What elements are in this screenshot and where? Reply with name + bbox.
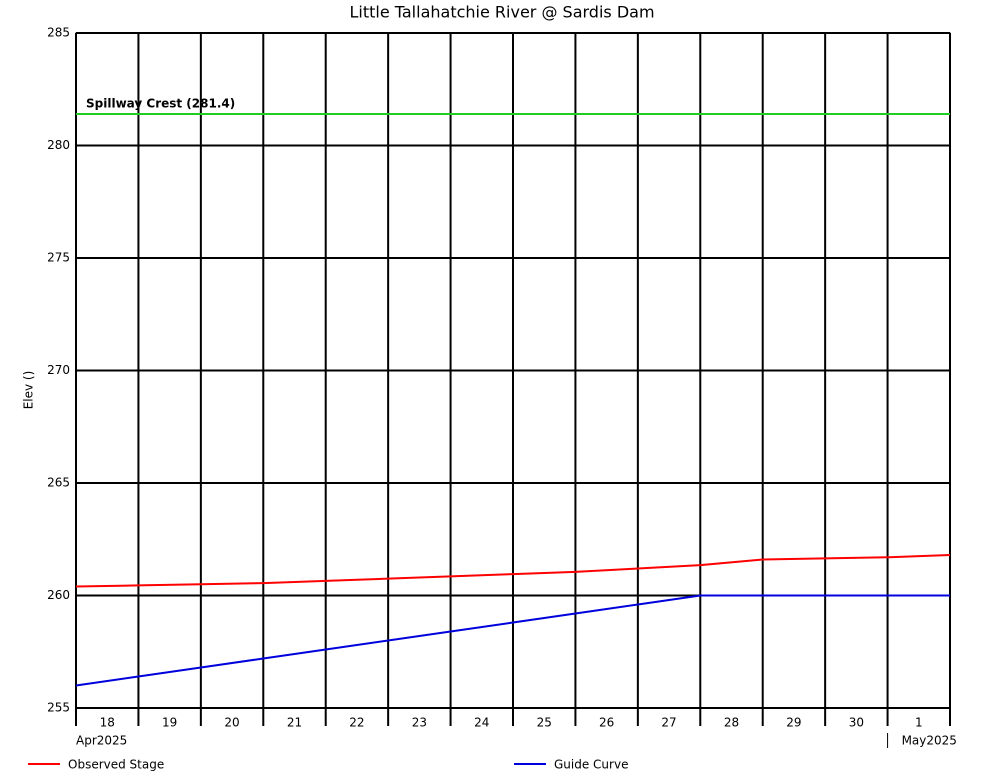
legend-label: Observed Stage	[68, 758, 164, 772]
x-tick-label: 25	[537, 716, 552, 730]
y-axis-label: Elev ()	[22, 371, 36, 410]
x-tick-label: 24	[474, 716, 489, 730]
x-tick-label: 19	[162, 716, 177, 730]
x-tick-label: 22	[349, 716, 364, 730]
chart-title: Little Tallahatchie River @ Sardis Dam	[349, 3, 654, 22]
y-tick-label: 270	[47, 363, 70, 377]
x-tick-label: 1	[915, 716, 923, 730]
series-line	[75, 554, 951, 588]
y-tick-label: 275	[47, 251, 70, 265]
x-tick-label: 27	[661, 716, 676, 730]
y-tick-label: 255	[47, 701, 70, 715]
x-tick-label: 23	[412, 716, 427, 730]
month-label: Apr2025	[76, 734, 127, 748]
x-tick-label: 20	[224, 716, 239, 730]
y-tick-label: 280	[47, 138, 70, 152]
y-tick-label: 285	[47, 26, 70, 40]
y-tick-label: 260	[47, 588, 70, 602]
x-tick-label: 26	[599, 716, 614, 730]
legend-label: Guide Curve	[554, 758, 628, 772]
y-tick-label: 265	[47, 476, 70, 490]
series-line	[75, 594, 950, 687]
month-label: May2025	[902, 734, 957, 748]
x-tick-label: 29	[786, 716, 801, 730]
x-tick-label: 18	[100, 716, 115, 730]
x-tick-label: 30	[849, 716, 864, 730]
x-tick-label: 28	[724, 716, 739, 730]
reference-label: Spillway Crest (281.4)	[86, 97, 235, 111]
x-tick-label: 21	[287, 716, 302, 730]
